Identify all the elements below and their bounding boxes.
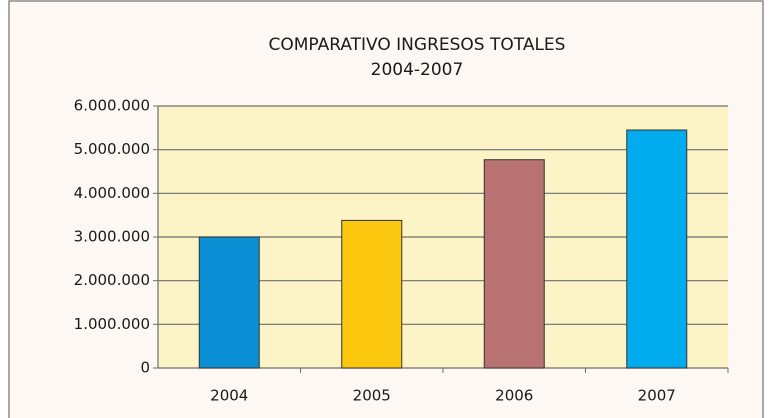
y-tick-label: 6.000.000 — [74, 97, 150, 115]
y-tick-label: 2.000.000 — [74, 271, 150, 289]
bar — [198, 236, 260, 369]
x-tick-label: 2007 — [638, 387, 676, 405]
x-tick-label: 2005 — [353, 387, 391, 405]
x-tick-label: 2004 — [210, 387, 248, 405]
bar — [626, 129, 688, 369]
y-tick-label: 1.000.000 — [74, 315, 150, 333]
y-tick-label: 5.000.000 — [74, 140, 150, 158]
y-tick-label: 4.000.000 — [74, 184, 150, 202]
chart-title: COMPARATIVO INGRESOS TOTALES — [269, 35, 566, 55]
bar — [341, 219, 403, 369]
bar — [483, 159, 545, 369]
x-tick-label: 2006 — [495, 387, 533, 405]
y-tick-label: 0 — [140, 359, 150, 377]
chart-subtitle: 2004-2007 — [371, 60, 464, 80]
y-tick-label: 3.000.000 — [74, 228, 150, 246]
